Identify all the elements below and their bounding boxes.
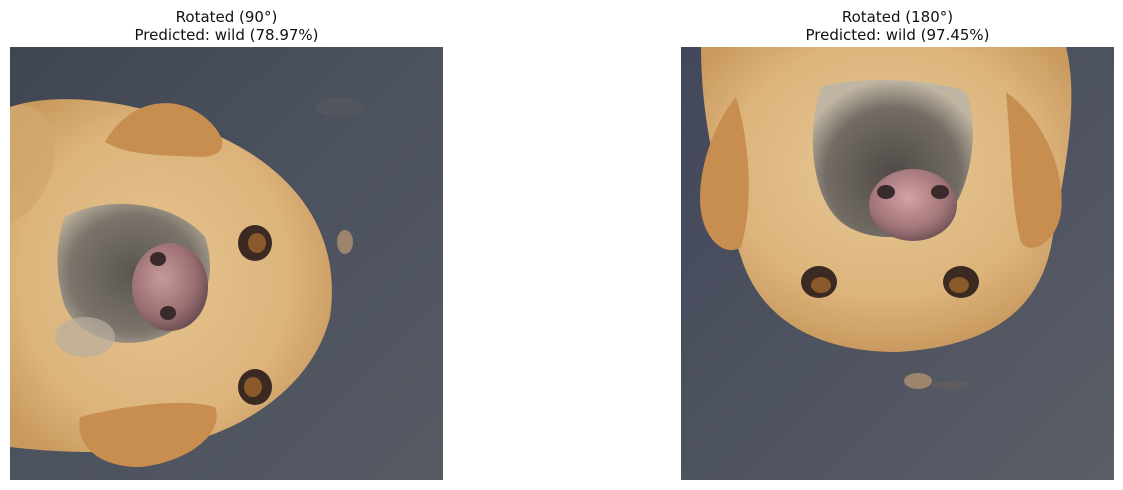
panel-title: Rotated (90°)	[175, 8, 278, 26]
dog-photo-rotated-90	[10, 47, 443, 480]
dog-photo-rotated-180	[681, 47, 1114, 480]
panel-title: Rotated (180°)	[841, 8, 954, 26]
panel-prediction: Predicted: wild (78.97%)	[134, 26, 319, 44]
panel-prediction: Predicted: wild (97.45%)	[805, 26, 990, 44]
image-panel-rotated-180: Rotated (180°) Predicted: wild (97.45%)	[681, 0, 1114, 490]
image-panel-rotated-90: Rotated (90°) Predicted: wild (78.97%)	[10, 0, 443, 490]
